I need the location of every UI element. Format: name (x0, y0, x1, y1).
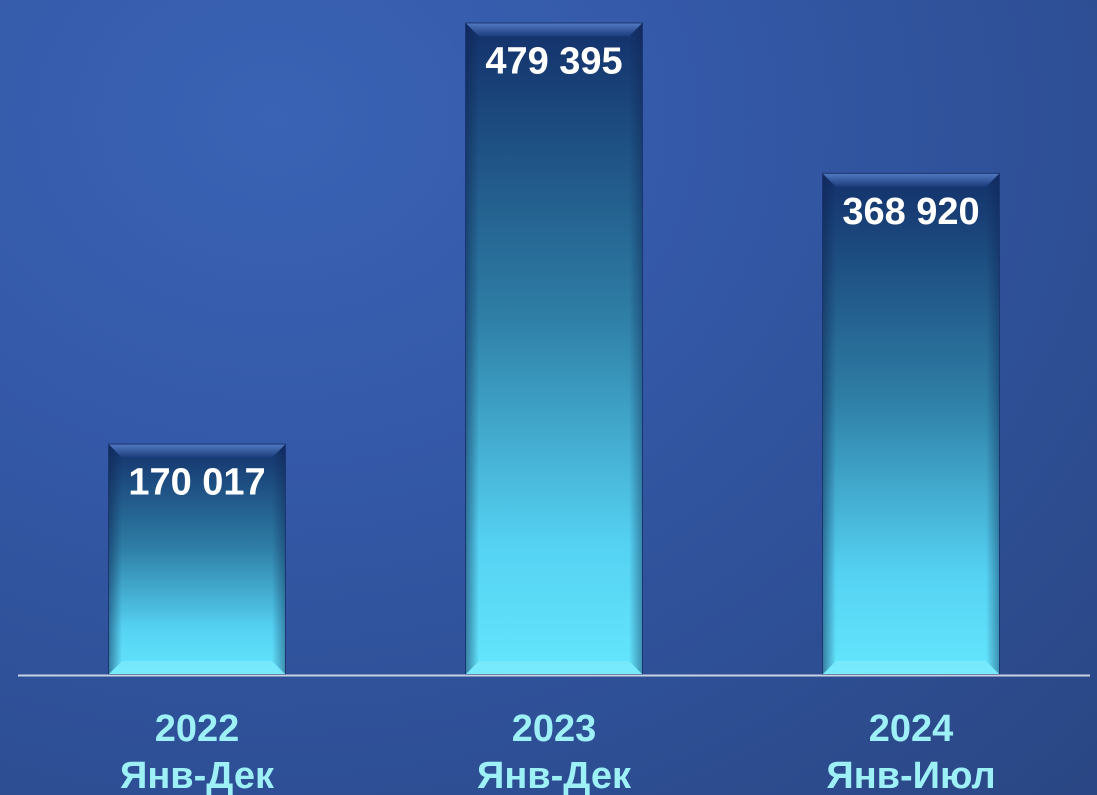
bar-bevel-top (822, 172, 1000, 187)
tick-label-period: Янв-Дек (120, 755, 275, 795)
tick-label-period: Янв-Дек (477, 755, 632, 795)
bar-bevel-left (108, 443, 122, 675)
bar-bevel-top (465, 22, 643, 37)
tick-label-year: 2023 (512, 708, 597, 750)
bar-bevel-right (629, 22, 643, 675)
bars-group (108, 22, 1000, 676)
bar-2023 (465, 22, 643, 675)
bar-bevel-top (108, 443, 286, 458)
bar-body (465, 22, 643, 675)
data-label-2022: 170 017 (128, 462, 265, 504)
bar-bevel-bottom (465, 661, 643, 675)
bar-bevel-left (465, 22, 479, 675)
data-label-2024: 368 920 (842, 191, 979, 233)
bar-body (822, 172, 1000, 675)
bar-bevel-right (986, 172, 1000, 675)
bar-bevel-bottom (822, 661, 1000, 675)
bar-bevel-left (822, 172, 836, 675)
tick-label-year: 2024 (869, 708, 954, 750)
tick-label-period: Янв-Июл (826, 755, 995, 795)
bar-2024 (822, 172, 1000, 676)
bar-2022 (108, 443, 286, 675)
tick-label-year: 2022 (155, 708, 240, 750)
bar-bevel-bottom (108, 661, 286, 675)
bar-bevel-right (272, 443, 286, 675)
bar-body (108, 443, 286, 675)
labels-group: 170 017 2022 Янв-Дек 479 395 2023 Янв-Дек 368 … (120, 40, 996, 795)
data-label-2023: 479 395 (485, 40, 622, 82)
